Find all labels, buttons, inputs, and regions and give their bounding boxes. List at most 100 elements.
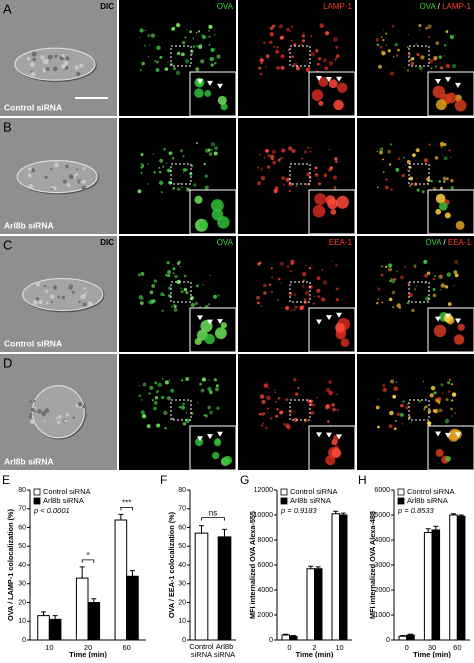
arrowhead xyxy=(326,432,332,438)
dic-texture xyxy=(55,417,58,420)
y-tick-label: 8000 xyxy=(257,537,273,544)
fluorescent-spot xyxy=(263,291,267,295)
fluorescent-spot xyxy=(377,64,383,69)
fluorescent-spot xyxy=(275,400,278,403)
inset-spot xyxy=(454,99,467,112)
y-tick-label: 0 xyxy=(22,637,26,644)
fluorescent-spot xyxy=(319,66,322,68)
fluorescent-spot xyxy=(447,302,452,307)
region-box xyxy=(289,281,311,303)
fluorescent-spot xyxy=(260,167,263,171)
fluorescent-spot xyxy=(194,301,199,306)
fluorescent-spot xyxy=(392,394,397,399)
fluorescent-spot xyxy=(336,408,338,411)
fluorescent-spot xyxy=(140,162,144,167)
fluorescent-spot xyxy=(427,24,432,29)
fluorescent-spot xyxy=(332,175,338,180)
fluorescent-spot xyxy=(376,287,379,289)
fluorescent-spot xyxy=(192,45,196,48)
fluorescent-spot xyxy=(310,35,313,38)
fluorescent-spot xyxy=(208,303,210,305)
fluorescent-spot xyxy=(437,396,442,401)
fluorescent-spot xyxy=(204,185,209,190)
fluorescent-spot xyxy=(280,65,285,70)
inset-spot xyxy=(331,447,342,458)
fluorescent-spot xyxy=(446,177,449,181)
fluorescent-spot xyxy=(209,56,215,62)
dic-texture xyxy=(45,301,49,305)
fluorescent-spot xyxy=(171,28,173,31)
fluorescent-spot xyxy=(309,150,312,153)
fluorescent-spot xyxy=(208,152,213,157)
fluorescent-spot xyxy=(382,29,385,31)
fluorescent-spot xyxy=(300,42,303,46)
dic-texture xyxy=(28,174,32,178)
x-tick-label: 0 xyxy=(287,643,291,652)
fluorescent-spot xyxy=(183,172,185,174)
fluorescent-spot xyxy=(149,385,154,390)
fluorescent-spot xyxy=(156,423,161,428)
fluorescent-spot xyxy=(405,406,409,410)
fluorescent-spot xyxy=(280,282,282,284)
fluorescent-spot xyxy=(433,55,438,60)
fluorescent-spot xyxy=(160,191,163,193)
cell-body xyxy=(22,277,104,312)
y-tick-label: 6000 xyxy=(257,562,273,569)
fluorescent-spot xyxy=(445,398,449,402)
y-tick-label: 70 xyxy=(18,506,26,513)
fluorescent-spot xyxy=(168,180,173,185)
arrowhead xyxy=(316,76,322,82)
fluorescent-spot xyxy=(312,404,316,407)
inset-spot xyxy=(449,428,461,441)
fluorescent-spot xyxy=(308,296,311,298)
significance-bracket xyxy=(81,559,95,563)
fluorescent-spot xyxy=(273,188,278,194)
fluorescent-spot xyxy=(167,61,169,64)
fluorescent-spot xyxy=(451,399,454,402)
fluorescent-spot xyxy=(155,390,159,394)
fluorescent-spot xyxy=(180,287,183,290)
fluorescent-spot xyxy=(418,65,423,71)
fluorescent-spot xyxy=(334,58,337,61)
fluorescent-spot xyxy=(141,297,144,300)
fluorescent-spot xyxy=(257,181,261,186)
dic-texture xyxy=(43,419,46,422)
fluorescent-spot xyxy=(263,41,266,44)
fluorescent-spot xyxy=(306,172,311,177)
dic-texture xyxy=(65,56,70,61)
fluorescent-spot xyxy=(143,44,147,47)
fluorescent-spot xyxy=(153,171,156,174)
fluorescent-spot xyxy=(328,292,330,294)
dic-texture xyxy=(31,168,36,173)
fluorescent-spot xyxy=(214,146,219,150)
arrowhead xyxy=(217,431,223,437)
fluorescent-spot xyxy=(139,69,142,71)
fluorescent-spot xyxy=(425,27,428,30)
fluorescent-spot xyxy=(285,423,290,428)
arrowhead xyxy=(336,434,342,440)
fluorescent-spot xyxy=(197,402,199,404)
fluorescent-spot xyxy=(314,173,319,177)
fluorescent-spot xyxy=(277,277,281,281)
fluorescent-spot xyxy=(379,150,383,155)
fluorescent-spot xyxy=(391,290,396,295)
fluorescent-spot xyxy=(209,274,211,276)
fluorescent-spot xyxy=(171,417,174,420)
fluorescent-spot xyxy=(301,39,306,43)
fluorescent-spot xyxy=(318,182,321,186)
significance-label: * xyxy=(86,551,89,560)
fluorescent-spot xyxy=(393,277,397,281)
fluorescent-spot xyxy=(172,267,176,271)
inset-spot xyxy=(312,204,326,218)
fluorescent-spot xyxy=(316,276,321,281)
fluorescent-spot xyxy=(186,29,188,31)
fluorescent-spot xyxy=(317,57,322,61)
fluorescent-spot xyxy=(147,301,150,304)
fluorescent-spot xyxy=(336,54,340,58)
inset-spot xyxy=(194,195,203,204)
fluorescent-spot xyxy=(259,58,264,63)
fluorescent-spot xyxy=(203,162,206,166)
fluorescent-spot xyxy=(215,379,218,382)
fluorescent-spot xyxy=(408,292,413,298)
dic-texture xyxy=(50,185,53,189)
